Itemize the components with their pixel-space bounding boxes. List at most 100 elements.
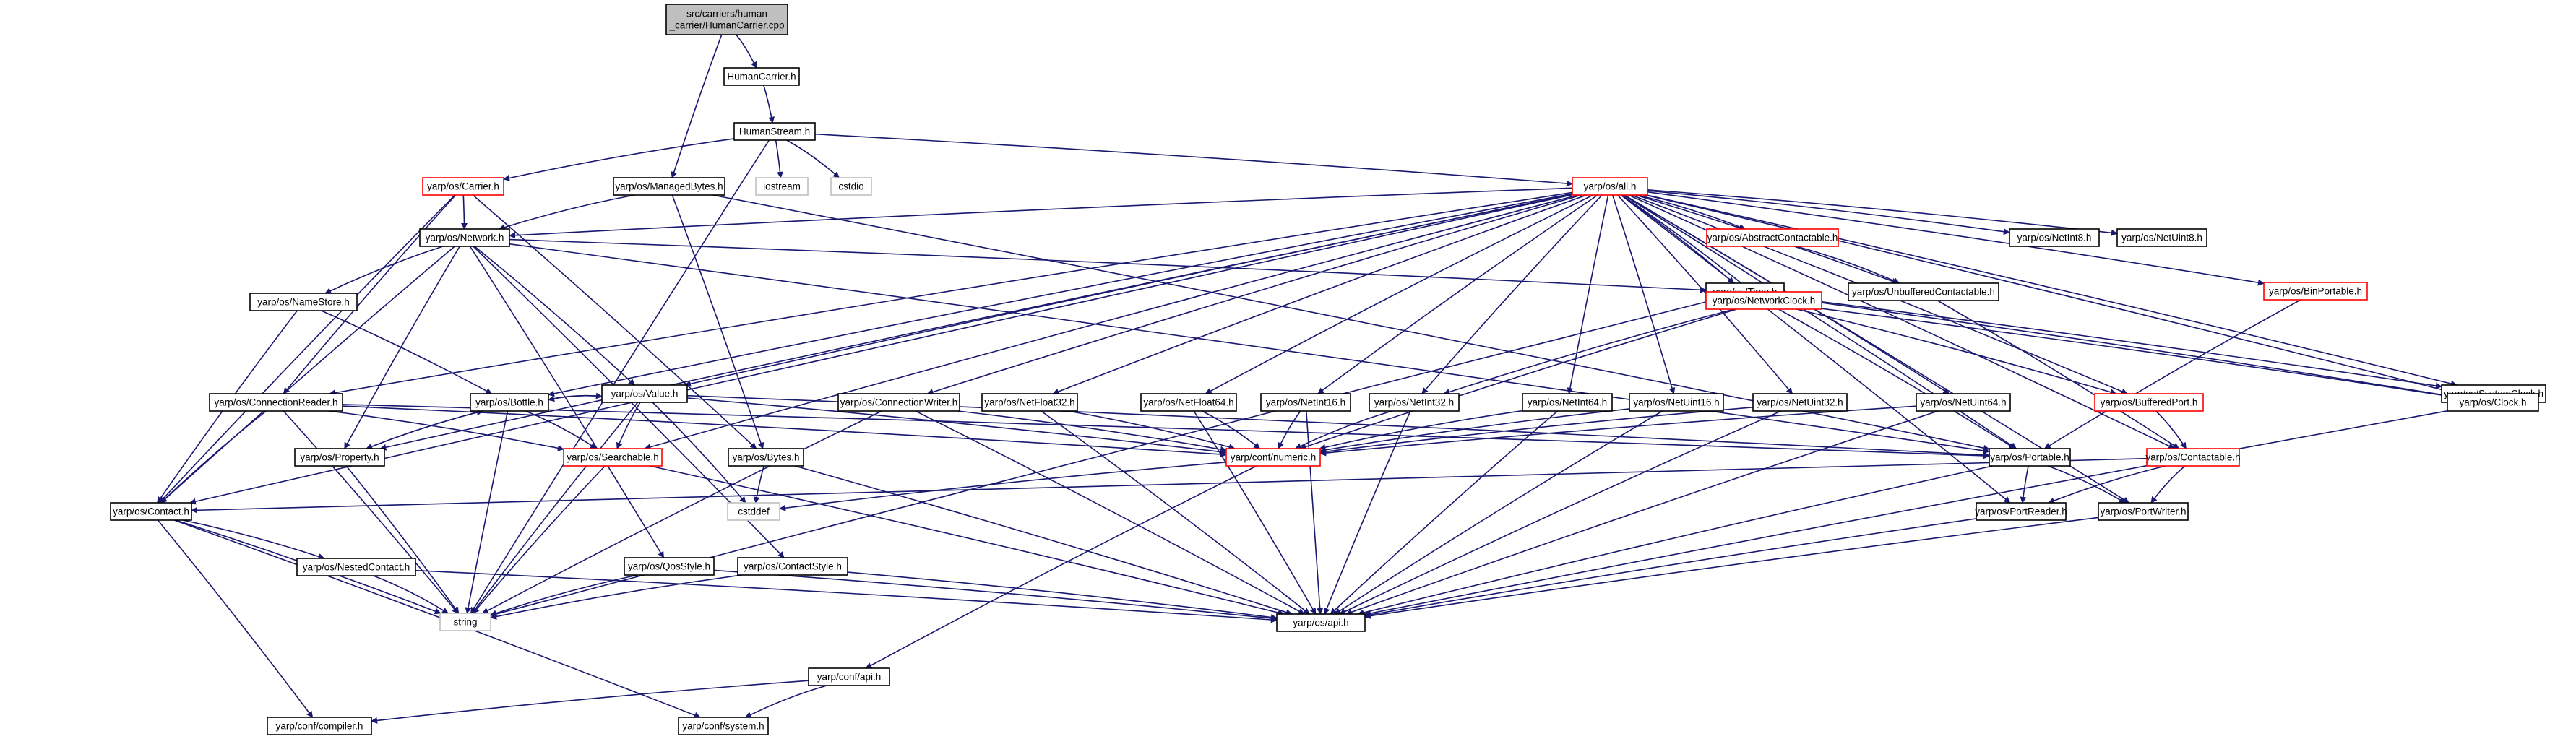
node-cstdio[interactable]: cstdio [830,177,872,196]
node-label: yarp/os/ConnectionReader.h [214,397,337,408]
node-root[interactable]: src/carriers/human_carrier/HumanCarrier.… [665,4,788,35]
node-box [678,717,769,735]
node-netuint32[interactable]: yarp/os/NetUint32.h [1752,393,1848,412]
node-netint64[interactable]: yarp/os/NetInt64.h [1522,393,1613,412]
edge-connectionreader-to-searchable [329,410,564,451]
node-qosstyle[interactable]: yarp/os/QosStyle.h [624,557,715,576]
node-netint32[interactable]: yarp/os/NetInt32.h [1369,393,1460,412]
node-box [110,502,192,521]
edge-clock-to-osapi [1364,410,2448,617]
node-netint16[interactable]: yarp/os/NetInt16.h [1260,393,1351,412]
node-networkclock[interactable]: yarp/os/NetworkClock.h [1705,291,1822,310]
node-osapi[interactable]: yarp/os/api.h [1276,613,1366,632]
node-box [1572,177,1648,196]
node-unbuffered[interactable]: yarp/os/UnbufferedContactable.h [1848,282,1999,301]
edge-contactstyle-to-osapi [847,571,1278,621]
node-box [665,4,788,35]
edge-all-to-netfloat32 [1052,194,1588,395]
edge-connectionreader-to-contact [160,410,267,504]
edge-connectionwriter-to-osapi [915,410,1305,615]
edge-all-to-netfloat64 [1205,194,1593,394]
node-label: yarp/os/NetInt64.h [1528,397,1607,408]
node-netfloat64[interactable]: yarp/os/NetFloat64.h [1140,393,1237,412]
node-string[interactable]: string [439,613,491,631]
node-carrier[interactable]: yarp/os/Carrier.h [422,177,504,196]
edge-contactable-to-portreader [2048,465,2166,504]
edge-bufferedport-to-contactable [2155,410,2187,449]
edge-qosstyle-to-string [490,574,638,617]
edge-numeric-to-cstddef [779,462,1227,511]
node-box [737,557,848,576]
node-managedbytes[interactable]: yarp/os/ManagedBytes.h [613,177,725,196]
node-numeric[interactable]: yarp/conf/numeric.h [1225,448,1321,467]
node-netuint8[interactable]: yarp/os/NetUint8.h [2116,228,2207,247]
node-box [2146,448,2240,467]
edge-all-to-systemclock [1646,194,2457,387]
node-bottle[interactable]: yarp/os/Bottle.h [470,393,549,412]
edge-all-to-netint64 [1567,194,1609,394]
edge-humanstream-to-carrier [503,138,735,181]
edge-confapi-to-system [744,685,827,718]
edge-portable-to-portreader [2020,465,2029,504]
node-label: yarp/os/all.h [1584,181,1637,192]
edge-bytes-to-osapi [794,465,1293,615]
edge-networkclock-to-numeric [1299,308,1737,450]
node-bufferedport[interactable]: yarp/os/BufferedPort.h [2094,393,2204,412]
node-portreader[interactable]: yarp/os/PortReader.h [1975,502,2067,521]
node-box [2009,228,2100,247]
node-system[interactable]: yarp/conf/system.h [678,717,769,735]
edge-netuint32-to-numeric [1319,407,1754,455]
node-netint8[interactable]: yarp/os/NetInt8.h [2009,228,2100,247]
edge-portwriter-to-osapi [1364,517,2099,619]
node-portwriter[interactable]: yarp/os/PortWriter.h [2098,502,2189,521]
node-box [2263,282,2368,301]
node-box [601,384,688,403]
edge-all-to-binportable [1647,191,2265,286]
node-label: yarp/os/NetUint16.h [1633,397,1719,408]
node-searchable[interactable]: yarp/os/Searchable.h [563,448,663,467]
node-label: yarp/os/NetFloat32.h [984,397,1074,408]
edge-netfloat64-to-numeric [1202,410,1261,449]
node-label: yarp/conf/numeric.h [1231,452,1317,463]
edge-network-to-time [509,238,1707,293]
node-value[interactable]: yarp/os/Value.h [601,384,688,403]
node-netuint16[interactable]: yarp/os/NetUint16.h [1629,393,1724,412]
edge-time-to-systemclock [1783,296,2442,389]
edge-all-to-netint8 [1647,190,2010,235]
node-compiler[interactable]: yarp/conf/compiler.h [267,717,372,735]
node-binportable[interactable]: yarp/os/BinPortable.h [2263,282,2368,301]
node-contactable[interactable]: yarp/os/Contactable.h [2145,448,2241,467]
node-label: yarp/os/QosStyle.h [628,561,710,572]
node-box [1916,393,2011,412]
edge-netuint64-to-osapi [1345,410,1939,615]
node-label: yarp/os/Portable.h [1990,452,2069,463]
node-abstractcontactable[interactable]: yarp/os/AbstractContactable.h [1706,228,1839,247]
node-label: yarp/os/NetFloat64.h [1143,397,1233,408]
node-bytes[interactable]: yarp/os/Bytes.h [728,448,804,467]
node-humancarrier[interactable]: HumanCarrier.h [723,67,800,86]
node-confapi[interactable]: yarp/conf/api.h [808,667,890,686]
node-humanstream[interactable]: HumanStream.h [733,122,816,141]
node-all[interactable]: yarp/os/all.h [1572,177,1648,196]
node-netfloat32[interactable]: yarp/os/NetFloat32.h [981,393,1078,412]
node-netuint64[interactable]: yarp/os/NetUint64.h [1916,393,2011,412]
node-contactstyle[interactable]: yarp/os/ContactStyle.h [737,557,848,576]
node-namestore[interactable]: yarp/os/NameStore.h [249,293,358,311]
node-nestedcontact[interactable]: yarp/os/NestedContact.h [296,558,416,576]
node-connectionwriter[interactable]: yarp/os/ConnectionWriter.h [837,393,960,412]
edge-contact-to-compiler [157,519,314,718]
node-property[interactable]: yarp/os/Property.h [294,448,385,467]
node-cstddef[interactable]: cstddef [727,502,780,521]
node-portable[interactable]: yarp/os/Portable.h [1989,448,2071,467]
node-box [1522,393,1613,412]
node-label: yarp/os/AbstractContactable.h [1707,233,1838,243]
node-label: yarp/os/Network.h [426,233,504,243]
node-label: yarp/os/NetUint64.h [1920,397,2006,408]
node-label: HumanCarrier.h [727,72,796,82]
node-connectionreader[interactable]: yarp/os/ConnectionReader.h [209,393,343,412]
node-contact[interactable]: yarp/os/Contact.h [110,502,192,521]
node-clock[interactable]: yarp/os/Clock.h [2447,393,2539,412]
edge-all-to-bottle [548,193,1573,397]
node-iostream[interactable]: iostream [755,177,809,196]
node-network[interactable]: yarp/os/Network.h [419,228,510,247]
